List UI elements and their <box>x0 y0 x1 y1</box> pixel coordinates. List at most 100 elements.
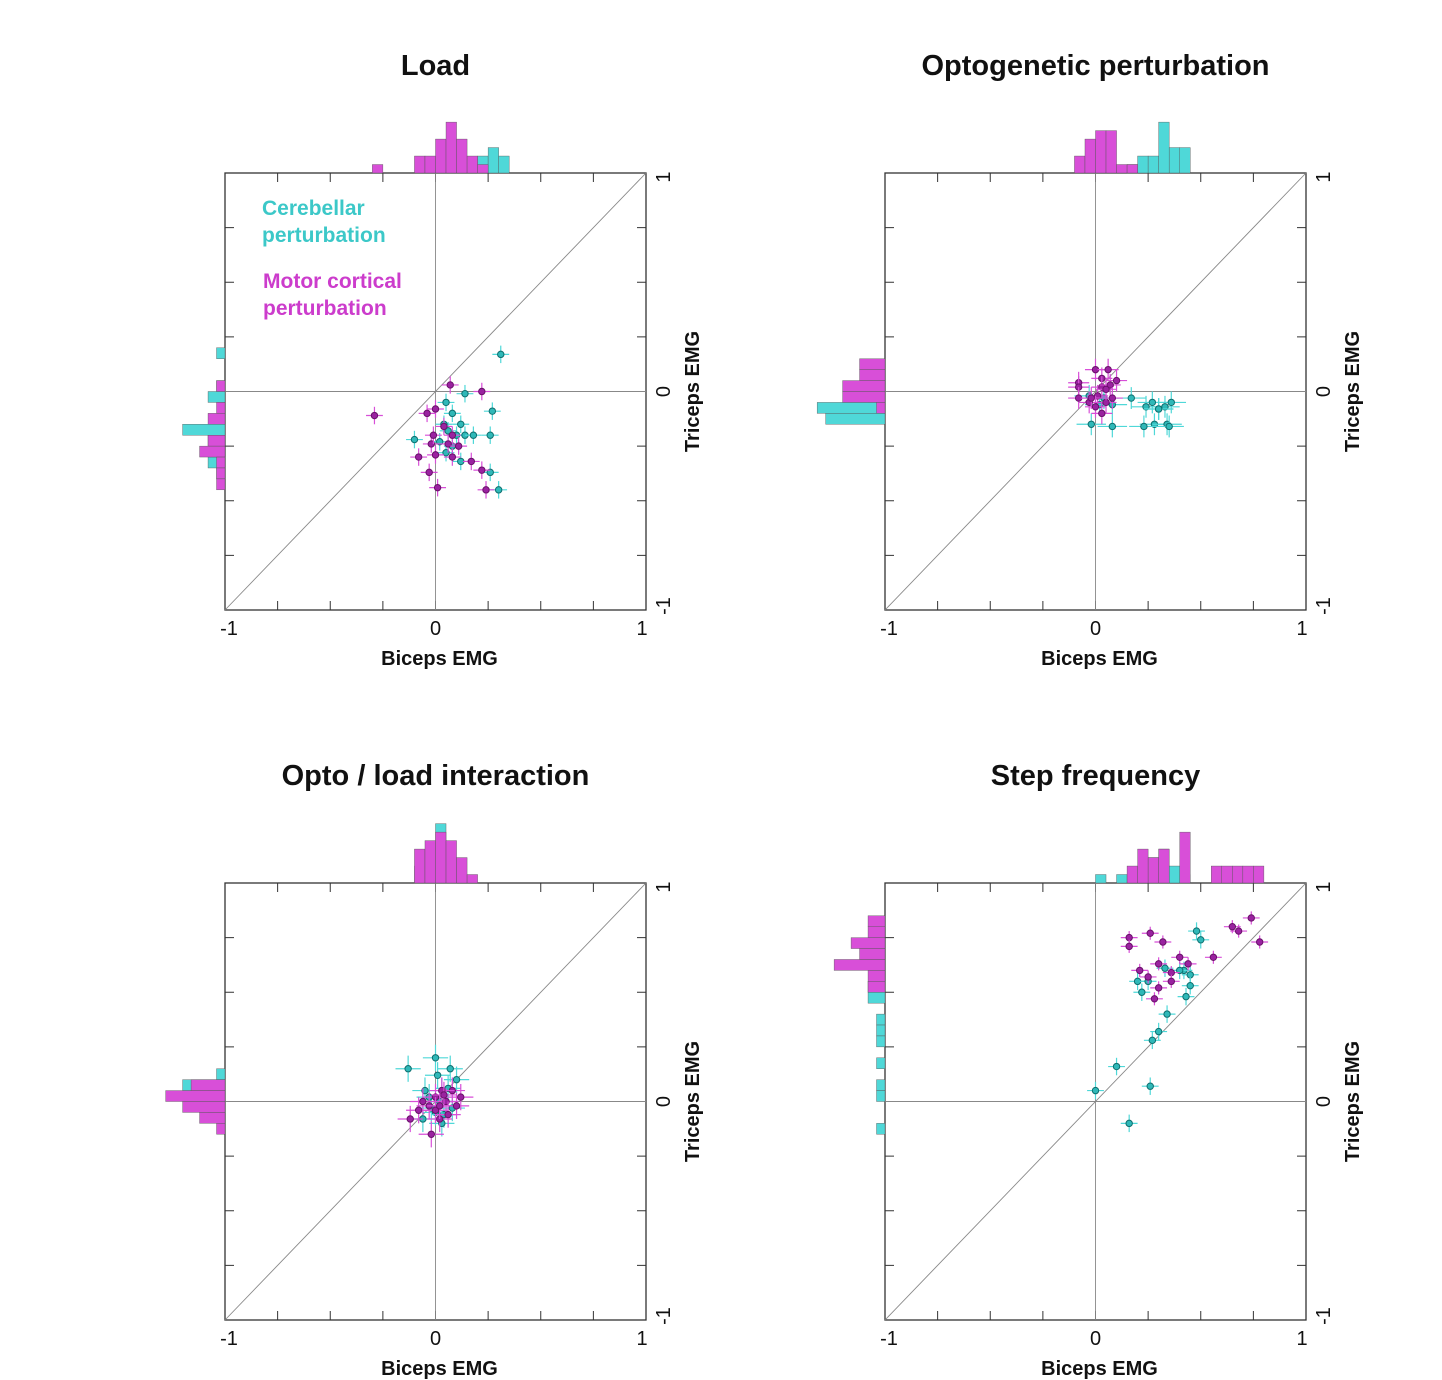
hist-bar <box>876 1090 886 1102</box>
data-point <box>444 427 452 435</box>
hist-bar <box>1095 874 1107 884</box>
data-point <box>1144 973 1152 981</box>
hist-bar <box>1105 130 1117 174</box>
y-axis-label: Triceps EMG <box>1342 331 1364 452</box>
hist-bar <box>1147 155 1159 174</box>
hist-bar <box>1168 865 1180 884</box>
hist-bar <box>1116 164 1128 174</box>
chart-title: Step frequency <box>991 760 1201 792</box>
y-axis-label: Triceps EMG <box>682 1041 704 1162</box>
data-point <box>444 440 452 448</box>
hist-bar <box>867 926 886 938</box>
hist-bar <box>1179 147 1191 174</box>
hist-bar <box>216 456 226 469</box>
hist-bar <box>859 369 886 381</box>
data-point <box>478 387 486 396</box>
data-point <box>427 1130 435 1138</box>
x-tick-label: 1 <box>1296 1328 1307 1350</box>
x-histogram-motor <box>372 121 489 174</box>
x-tick-label: 0 <box>430 1328 441 1350</box>
identity-diagonal <box>884 172 1307 611</box>
data-point <box>1108 394 1117 402</box>
hist-bar <box>456 857 468 884</box>
panel-4: Step frequency -1 0 1 Biceps EMG -1 0 1 Triceps … <box>833 760 1364 1380</box>
data-point <box>446 381 454 389</box>
y-histogram-motor <box>833 915 886 993</box>
series-motor <box>397 1077 474 1148</box>
x-tick-label: 0 <box>1090 1328 1101 1350</box>
hist-bar <box>1137 848 1149 884</box>
hist-bar <box>1126 164 1138 174</box>
data-point <box>433 483 442 492</box>
y-tick-label: 0 <box>1313 1096 1335 1107</box>
x-histogram-motor <box>1074 130 1138 174</box>
data-point <box>1197 936 1205 944</box>
hist-bar <box>876 1057 886 1069</box>
x-tick-label: 1 <box>1296 618 1307 640</box>
data-point <box>1098 409 1106 418</box>
data-point <box>452 1075 461 1084</box>
hist-bar <box>867 970 886 982</box>
data-point <box>1112 376 1121 385</box>
hist-bar <box>1242 865 1254 884</box>
data-point <box>429 431 438 439</box>
hist-bar <box>498 155 510 174</box>
hist-bar <box>182 1101 226 1113</box>
data-point <box>1087 394 1095 402</box>
data-point <box>452 1102 461 1110</box>
y-tick-label: -1 <box>653 597 675 615</box>
hist-bar <box>1074 155 1086 174</box>
hist-bar <box>477 164 489 174</box>
data-point <box>433 1071 442 1079</box>
hist-bar <box>199 1112 226 1124</box>
hist-bar <box>867 981 886 993</box>
hist-bar <box>372 164 384 174</box>
data-point <box>1182 992 1190 1001</box>
x-tick-label: -1 <box>220 1328 238 1350</box>
y-tick-label: 0 <box>653 386 675 397</box>
y-histogram-motor <box>165 1079 226 1135</box>
data-point <box>1127 394 1135 402</box>
legend-cerebellar: Cerebellar <box>262 197 365 220</box>
x-axis-label: Biceps EMG <box>381 648 498 670</box>
hist-bar <box>207 391 226 403</box>
x-tick-label: -1 <box>880 618 898 640</box>
data-point <box>482 486 490 494</box>
legend: Cerebellar perturbation Motor cortical pert… <box>262 197 402 320</box>
x-histogram-motor <box>414 831 478 884</box>
y-tick-label: 1 <box>653 171 675 182</box>
data-point <box>478 466 486 474</box>
y-tick-label: 1 <box>1313 881 1335 892</box>
data-point <box>423 409 431 418</box>
data-point <box>1148 1036 1157 1045</box>
hist-bar <box>842 380 886 392</box>
chart-title: Optogenetic perturbation <box>922 50 1270 82</box>
x-axis-label: Biceps EMG <box>1041 1358 1158 1380</box>
data-point <box>1167 977 1175 986</box>
hist-bar <box>876 1079 886 1091</box>
hist-bar <box>825 413 886 425</box>
hist-bar <box>1116 874 1128 884</box>
hist-bar <box>216 467 226 480</box>
hist-bar <box>859 948 886 960</box>
x-axis-label: Biceps EMG <box>381 1358 498 1380</box>
data-point <box>436 1102 444 1110</box>
data-point <box>1154 1027 1163 1036</box>
data-point <box>1234 927 1243 935</box>
data-point <box>1091 1086 1100 1095</box>
hist-bar <box>1232 865 1244 884</box>
x-tick-label: -1 <box>220 618 238 640</box>
data-point <box>370 411 379 420</box>
hist-bar <box>216 478 226 491</box>
data-point <box>1125 942 1133 951</box>
hist-bar <box>1158 848 1170 884</box>
y-tick-label: 1 <box>653 881 675 892</box>
hist-bar <box>165 1090 226 1102</box>
hist-bar <box>466 155 478 174</box>
legend-motor: perturbation <box>263 297 387 320</box>
data-point <box>1136 966 1144 975</box>
data-point <box>440 1091 448 1099</box>
identity-diagonal <box>224 172 647 611</box>
data-point <box>1125 1119 1133 1128</box>
